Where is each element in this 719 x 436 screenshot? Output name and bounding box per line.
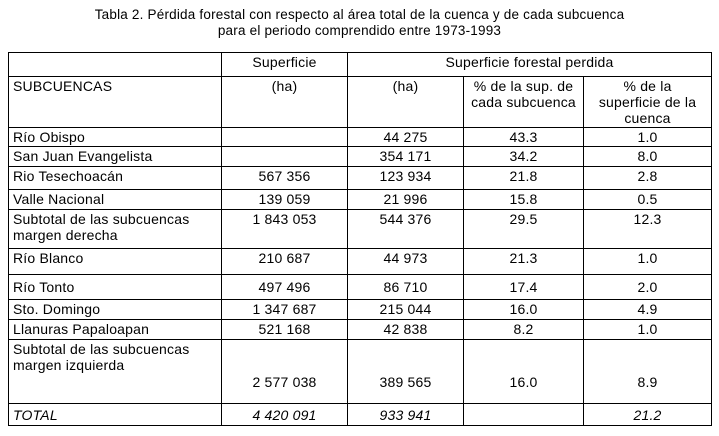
subcuenca-name: Río Tonto (8, 274, 222, 300)
superficie-ha-value: 567 356 (221, 166, 348, 190)
table-row-san-juan-evangelista: San Juan Evangelista 354 171 34.2 8.0 (8, 146, 713, 167)
table-row-valle-nacional: Valle Nacional 139 059 21 996 15.8 0.5 (8, 189, 713, 210)
perdida-ha-value: 933 941 (347, 403, 464, 426)
superficie-ha-value: 521 168 (221, 319, 348, 340)
pct-subcuenca-value: 21.8 (463, 166, 584, 190)
superficie-ha-value: 4 420 091 (221, 403, 348, 426)
header-perdida-ha: (ha) (347, 76, 464, 128)
pct-cuenca-value: 21.2 (582, 403, 713, 426)
table-row-rio-blanco: Río Blanco 210 687 44 973 21.3 1.0 (8, 248, 713, 275)
table-row-subtotal-margen-izquierda: Subtotal de las subcuencas margen izquie… (8, 339, 713, 404)
caption-line-1: Tabla 2. Pérdida forestal con respecto a… (94, 7, 625, 22)
header-subcuencas: SUBCUENCAS (8, 76, 222, 128)
table-row-rio-tesechoacan: Rio Tesechoacán 567 356 123 934 21.8 2.8 (8, 166, 713, 190)
header-superficie-forestal-perdida: Superficie forestal perdida (346, 52, 713, 77)
pct-subcuenca-value: 17.4 (463, 274, 584, 300)
perdida-ha-value: 544 376 (347, 209, 464, 249)
superficie-ha-value (221, 127, 348, 147)
pct-cuenca-value: 1.0 (582, 248, 713, 275)
superficie-ha-value: 1 843 053 (221, 209, 348, 249)
subcuenca-name: San Juan Evangelista (8, 146, 222, 167)
pct-subcuenca-value: 29.5 (463, 209, 584, 249)
pct-cuenca-value: 2.0 (582, 274, 713, 300)
superficie-ha-value: 139 059 (221, 189, 348, 210)
pct-subcuenca-value: 34.2 (463, 146, 584, 167)
perdida-ha-value: 44 275 (347, 127, 464, 147)
header-pct-subcuenca: % de la sup. de cada subcuenca (463, 76, 584, 128)
header-pct-cuenca: % de la superficie de la cuenca (582, 76, 713, 128)
forest-loss-table: Superficie Superficie forestal perdida S… (8, 52, 713, 426)
table-row-llanuras-papaloapan: Llanuras Papaloapan 521 168 42 838 8.2 1… (8, 319, 713, 340)
perdida-ha-value: 44 973 (347, 248, 464, 275)
caption-line-2: para el periodo comprendido entre 1973-1… (217, 23, 502, 38)
perdida-ha-value: 86 710 (347, 274, 464, 300)
perdida-ha-value: 354 171 (347, 146, 464, 167)
pct-cuenca-value: 12.3 (582, 209, 713, 249)
perdida-ha-value: 215 044 (347, 299, 464, 320)
table-caption: Tabla 2. Pérdida forestal con respecto a… (0, 7, 719, 39)
header-superficie-ha: (ha) (221, 76, 348, 128)
subcuenca-name: Río Obispo (8, 127, 222, 147)
pct-subcuenca-value: 8.2 (463, 319, 584, 340)
table-row-rio-tonto: Río Tonto 497 496 86 710 17.4 2.0 (8, 274, 713, 300)
subcuenca-name: Llanuras Papaloapan (8, 319, 222, 340)
pct-subcuenca-value: 16.0 (463, 339, 584, 404)
subcuenca-name: TOTAL (8, 403, 222, 426)
pct-subcuenca-value: 15.8 (463, 189, 584, 210)
perdida-ha-value: 389 565 (347, 339, 464, 404)
pct-subcuenca-value (463, 403, 584, 426)
pct-cuenca-value: 8.9 (582, 339, 713, 404)
table-row-total: TOTAL 4 420 091 933 941 21.2 (8, 403, 713, 426)
subcuenca-name: Río Blanco (8, 248, 222, 275)
pct-subcuenca-value: 21.3 (463, 248, 584, 275)
superficie-ha-value: 2 577 038 (221, 339, 348, 404)
table-row-subtotal-margen-derecha: Subtotal de las subcuencas margen derech… (8, 209, 713, 249)
header-superficie: Superficie (221, 52, 348, 77)
pct-cuenca-value: 0.5 (582, 189, 713, 210)
perdida-ha-value: 42 838 (347, 319, 464, 340)
pct-cuenca-value: 8.0 (582, 146, 713, 167)
table-row-rio-obispo: Río Obispo 44 275 43.3 1.0 (8, 127, 713, 147)
subcuenca-name: Subtotal de las subcuencas margen derech… (8, 209, 222, 249)
table-row-sto-domingo: Sto. Domingo 1 347 687 215 044 16.0 4.9 (8, 299, 713, 320)
superficie-ha-value: 210 687 (221, 248, 348, 275)
pct-cuenca-value: 2.8 (582, 166, 713, 190)
subcuenca-name: Rio Tesechoacán (8, 166, 222, 190)
pct-cuenca-value: 4.9 (582, 299, 713, 320)
corner-cell (8, 52, 222, 77)
subcuenca-name: Sto. Domingo (8, 299, 222, 320)
superficie-ha-value: 497 496 (221, 274, 348, 300)
pct-subcuenca-value: 16.0 (463, 299, 584, 320)
subcuenca-name: Subtotal de las subcuencas margen izquie… (8, 339, 222, 404)
pct-subcuenca-value: 43.3 (463, 127, 584, 147)
perdida-ha-value: 21 996 (347, 189, 464, 210)
superficie-ha-value: 1 347 687 (221, 299, 348, 320)
header-group-row: Superficie Superficie forestal perdida (8, 52, 713, 77)
perdida-ha-value: 123 934 (347, 166, 464, 190)
header-row: SUBCUENCAS (ha) (ha) % de la sup. de cad… (8, 76, 713, 128)
pct-cuenca-value: 1.0 (582, 319, 713, 340)
subcuenca-name: Valle Nacional (8, 189, 222, 210)
superficie-ha-value (221, 146, 348, 167)
pct-cuenca-value: 1.0 (582, 127, 713, 147)
